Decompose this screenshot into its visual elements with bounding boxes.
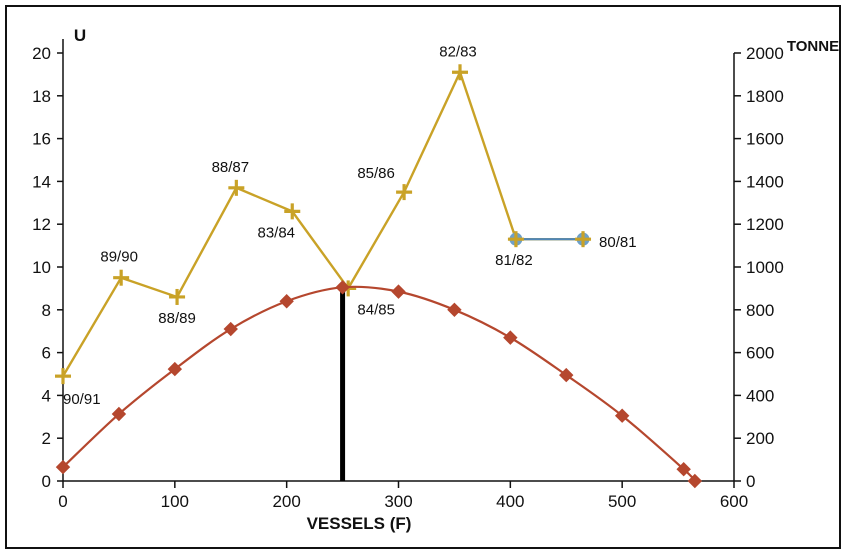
u-point-label: 82/83 bbox=[439, 43, 477, 60]
y-right-tick-label: 800 bbox=[746, 301, 774, 320]
y-left-tick-label: 8 bbox=[42, 301, 51, 320]
y-right-tick-label: 600 bbox=[746, 344, 774, 363]
tonne-point-marker bbox=[279, 294, 294, 309]
u-point-label: 90/91 bbox=[63, 391, 101, 408]
chart-frame: 0 100 200 300 400 500 600 0 2 4 6 8 10 12 14 16 18 20 0 200… bbox=[5, 5, 841, 549]
labels-layer: 90/91 89/90 88/89 88/87 83/84 84/85 85/86 82/83… bbox=[63, 43, 637, 408]
y-right-axis-label: TONNE bbox=[787, 38, 839, 55]
tonne-point-marker bbox=[391, 284, 406, 299]
tonne-point-marker bbox=[687, 473, 703, 489]
y-left-tick-label: 6 bbox=[42, 344, 51, 363]
tonne-point-marker bbox=[503, 330, 518, 345]
u-point-label: 80/81 bbox=[599, 234, 637, 251]
u-point-label: 81/82 bbox=[495, 252, 533, 269]
u-point-label: 85/86 bbox=[357, 165, 395, 182]
x-tick-label: 400 bbox=[496, 492, 524, 511]
tonne-point-marker bbox=[614, 408, 630, 423]
tonne-point-marker bbox=[223, 321, 238, 337]
tonne-point-marker bbox=[335, 280, 350, 295]
y-right-tick-label: 1800 bbox=[746, 87, 784, 106]
y-left-axis-label: U bbox=[74, 26, 86, 45]
chart-svg: 0 100 200 300 400 500 600024681012141618200200… bbox=[32, 26, 839, 533]
y-right-tick-label: 1400 bbox=[746, 172, 784, 191]
tonne-point-marker bbox=[111, 406, 127, 422]
x-tick-label: 500 bbox=[608, 492, 636, 511]
u-point-label: 84/85 bbox=[357, 301, 395, 318]
y-left-tick-label: 14 bbox=[32, 172, 51, 191]
u-point-label: 88/87 bbox=[212, 159, 250, 176]
x-axis-label: VESSELS (F) bbox=[307, 514, 412, 533]
axes-layer: 0 100 200 300 400 500 600024681012141618200200… bbox=[32, 39, 784, 511]
tonne-point-marker bbox=[55, 459, 71, 475]
tonne-point-marker bbox=[676, 462, 691, 477]
u-series-line bbox=[61, 69, 584, 377]
x-tick-label: 0 bbox=[58, 492, 67, 511]
y-left-tick-label: 12 bbox=[32, 215, 51, 234]
y-left-tick-label: 4 bbox=[42, 386, 51, 405]
y-left-tick-label: 16 bbox=[32, 130, 51, 149]
y-right-tick-label: 0 bbox=[746, 472, 755, 491]
tonne-point-marker bbox=[559, 367, 574, 383]
x-tick-label: 200 bbox=[272, 492, 300, 511]
u-point-label: 89/90 bbox=[100, 249, 138, 266]
tonne-point-marker bbox=[167, 361, 183, 377]
y-right-tick-label: 1600 bbox=[746, 130, 784, 149]
x-tick-label: 100 bbox=[161, 492, 189, 511]
series-layer bbox=[55, 64, 703, 489]
y-left-tick-label: 0 bbox=[42, 472, 51, 491]
x-tick-label: 300 bbox=[384, 492, 412, 511]
tonne-point-marker bbox=[447, 302, 462, 318]
y-right-tick-label: 400 bbox=[746, 386, 774, 405]
y-right-tick-label: 200 bbox=[746, 429, 774, 448]
u-point-label: 88/89 bbox=[158, 310, 196, 327]
y-left-tick-label: 10 bbox=[32, 258, 51, 277]
y-left-tick-label: 20 bbox=[32, 44, 51, 63]
u-point-label: 83/84 bbox=[257, 224, 295, 241]
y-right-tick-label: 1200 bbox=[746, 215, 784, 234]
y-right-tick-label: 1000 bbox=[746, 258, 784, 277]
y-left-tick-label: 2 bbox=[42, 429, 51, 448]
y-right-tick-label: 2000 bbox=[746, 44, 784, 63]
y-left-tick-label: 18 bbox=[32, 87, 51, 106]
x-tick-label: 600 bbox=[720, 492, 748, 511]
